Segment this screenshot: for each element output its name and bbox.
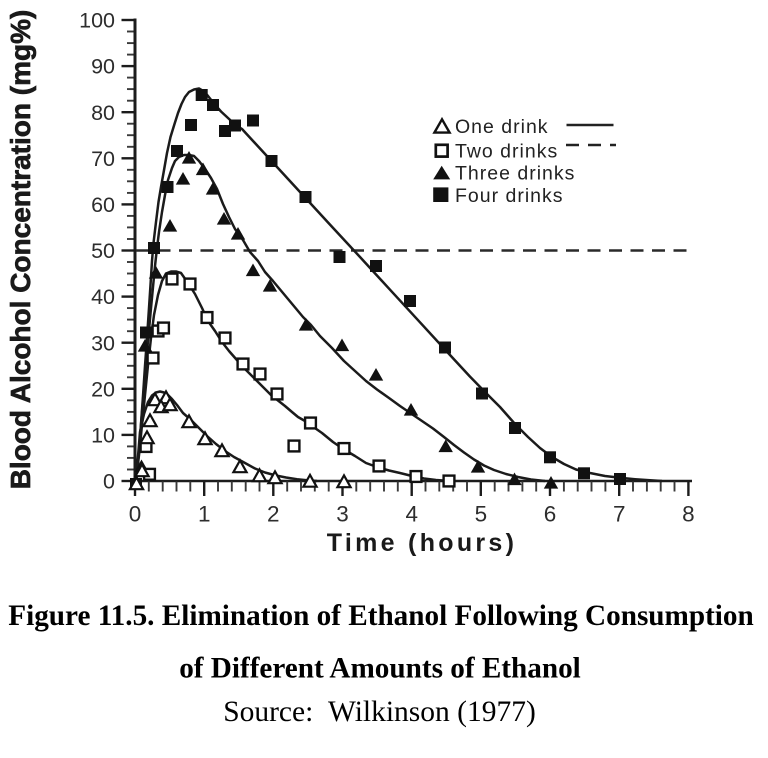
svg-text:30: 30 — [91, 331, 115, 355]
svg-text:10: 10 — [91, 424, 115, 448]
svg-text:Time (hours): Time (hours) — [327, 529, 518, 557]
svg-text:50: 50 — [91, 239, 115, 263]
svg-text:Four drinks: Four drinks — [455, 185, 564, 207]
svg-text:80: 80 — [91, 101, 115, 125]
svg-text:1: 1 — [198, 502, 211, 527]
svg-text:90: 90 — [91, 55, 115, 79]
svg-text:0: 0 — [103, 470, 115, 494]
svg-text:of Different Amounts of Ethano: of Different Amounts of Ethanol — [179, 653, 581, 685]
svg-text:2: 2 — [267, 502, 280, 527]
svg-text:40: 40 — [91, 285, 115, 309]
svg-text:20: 20 — [91, 377, 115, 401]
svg-text:5: 5 — [475, 502, 488, 527]
svg-text:0: 0 — [129, 502, 142, 527]
svg-text:8: 8 — [682, 502, 695, 527]
svg-text:60: 60 — [91, 193, 115, 217]
svg-text:Source: Wilkinson (1977): Source: Wilkinson (1977) — [223, 696, 536, 728]
svg-text:Two drinks: Two drinks — [455, 141, 558, 163]
svg-text:Blood Alcohol Concentration (m: Blood Alcohol Concentration (mg%) — [5, 10, 36, 490]
svg-text:Three drinks: Three drinks — [455, 163, 575, 185]
svg-text:7: 7 — [613, 502, 626, 527]
svg-text:One drink: One drink — [455, 116, 549, 138]
svg-text:Figure 11.5. Elimination of Et: Figure 11.5. Elimination of Ethanol Foll… — [8, 600, 754, 632]
svg-text:3: 3 — [336, 502, 349, 527]
svg-text:4: 4 — [405, 502, 418, 527]
svg-text:70: 70 — [91, 147, 115, 171]
svg-text:6: 6 — [544, 502, 557, 527]
svg-text:100: 100 — [79, 9, 115, 33]
